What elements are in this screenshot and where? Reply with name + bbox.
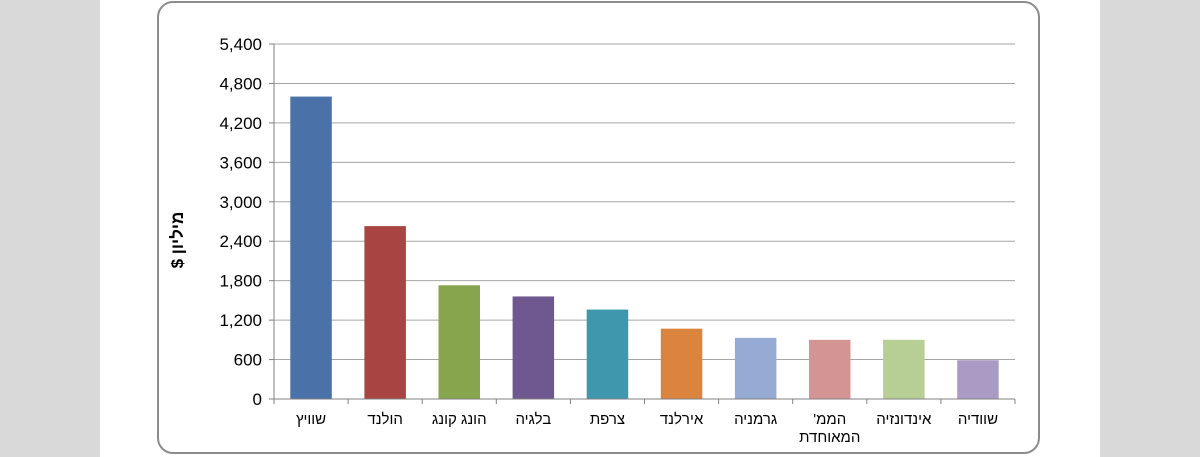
x-category-label: אירלנד — [660, 411, 704, 428]
y-tick-labels: 0 600 1,200 1,800 2,400 3,000 3,600 4,200 4,800 5… — [219, 35, 262, 409]
axes — [269, 43, 1016, 404]
x-category-label: שוויץ — [296, 411, 326, 428]
bar — [290, 96, 332, 399]
bar — [586, 309, 629, 399]
x-category-label: המאוחדת — [799, 429, 860, 446]
x-category-label: אינדונזיה — [876, 411, 932, 428]
y-tick-label: 1,800 — [219, 272, 262, 291]
y-tick-label: 2,400 — [219, 232, 262, 251]
bar — [660, 328, 703, 399]
y-tick-label: 600 — [234, 351, 262, 370]
y-tick-label: 4,800 — [219, 74, 262, 93]
y-tick-label: 1,200 — [219, 311, 262, 330]
x-category-label: הונג קונג — [432, 411, 487, 428]
y-tick-label: 3,600 — [219, 153, 262, 172]
bar — [512, 296, 555, 399]
bar — [883, 339, 925, 399]
y-axis-title: מיליון $ — [168, 212, 187, 269]
x-category-label: הממ' — [813, 411, 846, 428]
x-category-label: הולנד — [367, 411, 403, 428]
y-tick-label: 5,400 — [219, 35, 262, 54]
y-tick-label: 3,000 — [219, 193, 262, 212]
x-category-label: שוודיה — [958, 411, 998, 428]
y-tick-label: 4,200 — [219, 114, 262, 133]
bar — [957, 360, 999, 399]
bar — [364, 226, 406, 399]
x-category-label: בלגיה — [515, 411, 551, 428]
x-category-labels: שוויץ הולנד הונג קונג בלגיה צרפת אירלנד גרמניה… — [296, 411, 998, 446]
bar — [734, 337, 777, 399]
x-category-label: צרפת — [590, 411, 625, 428]
y-tick-label: 0 — [253, 390, 262, 409]
x-category-label: גרמניה — [734, 411, 777, 428]
bar — [809, 339, 851, 399]
bar — [438, 285, 480, 399]
bars — [290, 96, 999, 399]
